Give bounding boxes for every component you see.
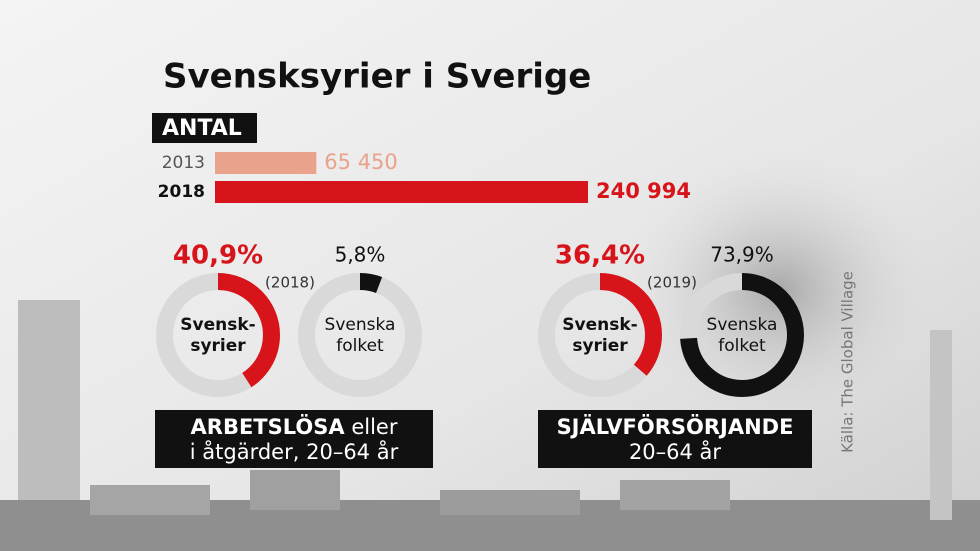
caption-rest: eller (351, 415, 398, 439)
caption-box (155, 410, 433, 468)
bar-label: ANTAL (162, 116, 242, 141)
category-label: 2018 (158, 182, 205, 202)
caption-bold: SJÄLVFÖRSÖRJANDE (557, 414, 794, 439)
label-box (152, 113, 257, 143)
donut-name: syrier (572, 336, 628, 356)
year-label: (2019) (647, 274, 697, 292)
caption: SJÄLVFÖRSÖRJANDE (557, 414, 794, 439)
caption-box (538, 410, 812, 468)
category-label: 2013 (162, 153, 205, 173)
skyline (0, 300, 980, 551)
donut-arc (680, 273, 804, 397)
caption-line2: 20–64 år (629, 439, 721, 464)
bar (215, 181, 588, 203)
donut-name: Svenska (707, 315, 778, 335)
title: Svensksyrier i Sverige (163, 57, 591, 97)
bar (215, 152, 317, 174)
donut-name: Svensk- (562, 315, 637, 335)
caption-bold: ARBETSLÖSA (191, 414, 346, 439)
percent-label: 73,9% (710, 243, 774, 267)
percent-label: 5,8% (335, 243, 386, 267)
donut-name: syrier (190, 336, 246, 356)
donut-arc (298, 273, 422, 397)
donut-name: Svenska (325, 315, 396, 335)
year-label: (2018) (265, 274, 315, 292)
source: Källa: The Global Village (839, 271, 857, 453)
donut-name: folket (718, 336, 766, 356)
value-label: 65 450 (324, 150, 397, 174)
donut-name: folket (336, 336, 384, 356)
percent-label: 36,4% (555, 241, 645, 271)
value-label: 240 994 (596, 179, 691, 203)
caption-line2: i åtgärder, 20–64 år (190, 439, 399, 464)
donut-arc (156, 273, 280, 397)
caption: ARBETSLÖSA eller (191, 414, 398, 439)
donut-name: Svensk- (180, 315, 255, 335)
percent-label: 40,9% (173, 241, 263, 271)
donut-arc (538, 273, 662, 397)
